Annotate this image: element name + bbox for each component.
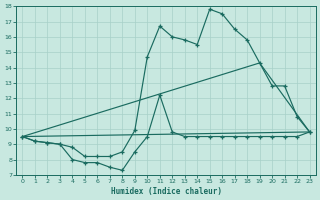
X-axis label: Humidex (Indice chaleur): Humidex (Indice chaleur) [110,187,221,196]
